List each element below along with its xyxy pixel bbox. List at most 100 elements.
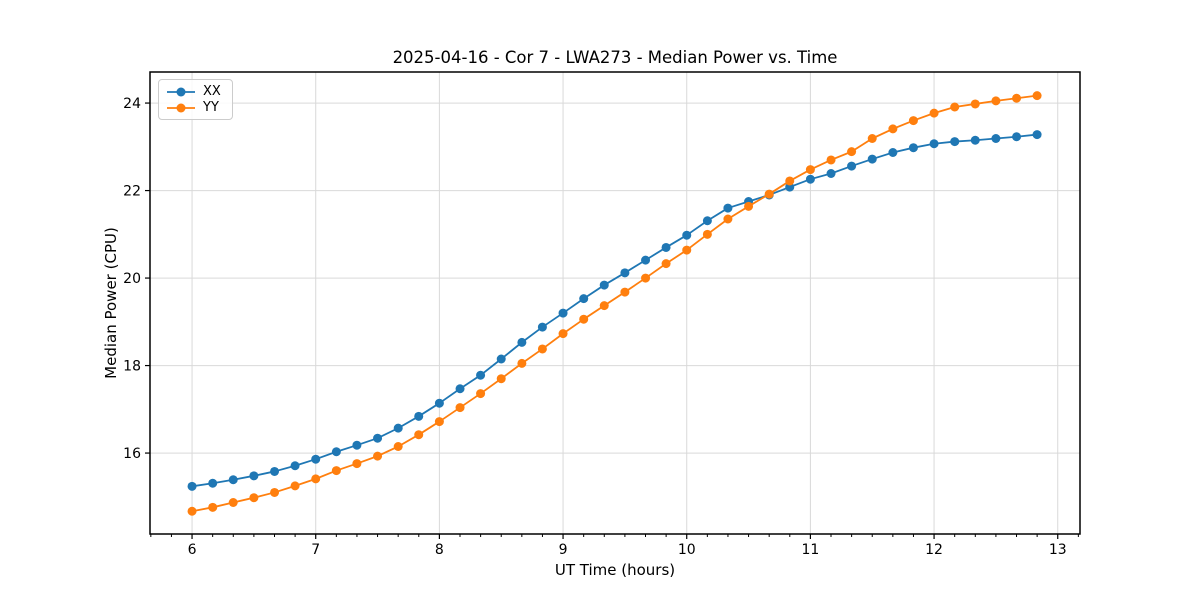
- data-point-yy: [414, 430, 424, 440]
- data-point-yy: [661, 259, 671, 269]
- legend-marker-xx: [176, 87, 186, 96]
- data-point-xx: [517, 337, 527, 347]
- data-point-yy: [476, 389, 486, 399]
- data-point-xx: [867, 154, 877, 164]
- data-point-yy: [228, 498, 238, 507]
- data-point-yy: [517, 358, 527, 368]
- data-point-yy: [352, 459, 362, 469]
- data-point-xx: [434, 398, 444, 408]
- data-point-yy: [331, 466, 341, 476]
- data-point-yy: [641, 273, 651, 283]
- data-point-xx: [579, 294, 589, 304]
- data-point-yy: [929, 108, 939, 118]
- data-point-xx: [496, 354, 506, 364]
- data-point-xx: [373, 433, 383, 443]
- data-point-xx: [661, 242, 671, 252]
- data-point-yy: [682, 245, 692, 255]
- data-point-xx: [228, 475, 238, 485]
- data-point-yy: [393, 442, 403, 451]
- data-point-xx: [888, 148, 898, 157]
- data-point-xx: [414, 411, 424, 421]
- data-point-yy: [537, 344, 547, 354]
- data-point-xx: [331, 447, 341, 457]
- x-tick-label: 12: [925, 542, 943, 558]
- data-point-xx: [723, 203, 733, 213]
- legend: XX YY: [158, 79, 233, 120]
- data-point-yy: [290, 481, 300, 491]
- data-point-yy: [950, 102, 960, 112]
- data-point-yy: [187, 506, 197, 516]
- data-point-xx: [950, 137, 960, 147]
- data-point-xx: [908, 143, 918, 153]
- data-point-xx: [311, 454, 321, 464]
- series-line-xx: [191, 133, 1038, 488]
- data-point-yy: [496, 374, 506, 384]
- y-axis-label: Median Power (CPU): [102, 227, 120, 379]
- data-point-yy: [579, 314, 589, 324]
- data-point-yy: [1032, 91, 1042, 101]
- data-point-yy: [455, 403, 465, 413]
- data-point-yy: [867, 134, 877, 143]
- legend-marker-yy: [176, 103, 186, 112]
- y-tick-label: 18: [123, 359, 141, 375]
- data-point-xx: [537, 322, 547, 332]
- data-point-yy: [764, 189, 774, 199]
- data-point-xx: [1032, 130, 1042, 140]
- data-point-yy: [826, 155, 836, 165]
- data-point-yy: [744, 201, 754, 211]
- legend-label-yy: YY: [203, 100, 219, 115]
- data-point-xx: [208, 478, 218, 488]
- y-tick-label: 20: [123, 271, 141, 287]
- y-tick-label: 24: [123, 96, 141, 112]
- data-point-xx: [929, 139, 939, 149]
- legend-swatch-xx: [167, 87, 195, 96]
- data-point-xx: [352, 440, 362, 450]
- data-point-yy: [558, 329, 568, 339]
- data-point-xx: [970, 135, 980, 145]
- data-point-xx: [187, 481, 197, 491]
- data-point-xx: [826, 169, 836, 178]
- data-point-yy: [888, 124, 898, 134]
- x-tick-label: 11: [801, 542, 819, 558]
- plot-border: [149, 71, 1081, 535]
- legend-label-xx: XX: [203, 84, 221, 99]
- data-point-xx: [805, 174, 815, 184]
- data-point-xx: [290, 461, 300, 471]
- data-point-xx: [393, 423, 403, 433]
- data-point-xx: [476, 370, 486, 380]
- x-tick-label: 13: [1049, 542, 1067, 558]
- data-point-yy: [620, 287, 630, 297]
- series-line-yy: [191, 94, 1038, 513]
- data-point-xx: [455, 384, 465, 394]
- x-tick-label: 6: [188, 542, 197, 558]
- data-point-yy: [991, 96, 1001, 106]
- data-point-xx: [270, 466, 280, 476]
- data-point-yy: [847, 147, 857, 157]
- y-tick-label: 22: [123, 184, 141, 200]
- data-point-yy: [208, 502, 218, 512]
- x-axis-label: UT Time (hours): [554, 561, 676, 579]
- data-point-yy: [785, 176, 795, 186]
- data-point-yy: [373, 451, 383, 461]
- x-tick-label: 10: [678, 542, 696, 558]
- data-point-xx: [991, 134, 1001, 143]
- data-point-xx: [1012, 132, 1022, 142]
- legend-item-yy: YY: [166, 100, 221, 115]
- data-point-yy: [908, 116, 918, 126]
- data-point-xx: [682, 230, 692, 240]
- x-tick-label: 8: [435, 542, 444, 558]
- data-point-yy: [702, 229, 712, 239]
- legend-swatch-yy: [167, 103, 195, 112]
- data-point-xx: [599, 280, 609, 290]
- data-point-yy: [723, 214, 733, 224]
- data-point-yy: [805, 165, 815, 175]
- x-tick-label: 9: [559, 542, 568, 558]
- data-point-yy: [270, 487, 280, 497]
- data-point-yy: [434, 417, 444, 427]
- x-tick-label: 7: [311, 542, 320, 558]
- data-point-yy: [599, 301, 609, 311]
- chart-title: 2025-04-16 - Cor 7 - LWA273 - Median Pow…: [392, 48, 838, 67]
- data-point-xx: [558, 308, 568, 318]
